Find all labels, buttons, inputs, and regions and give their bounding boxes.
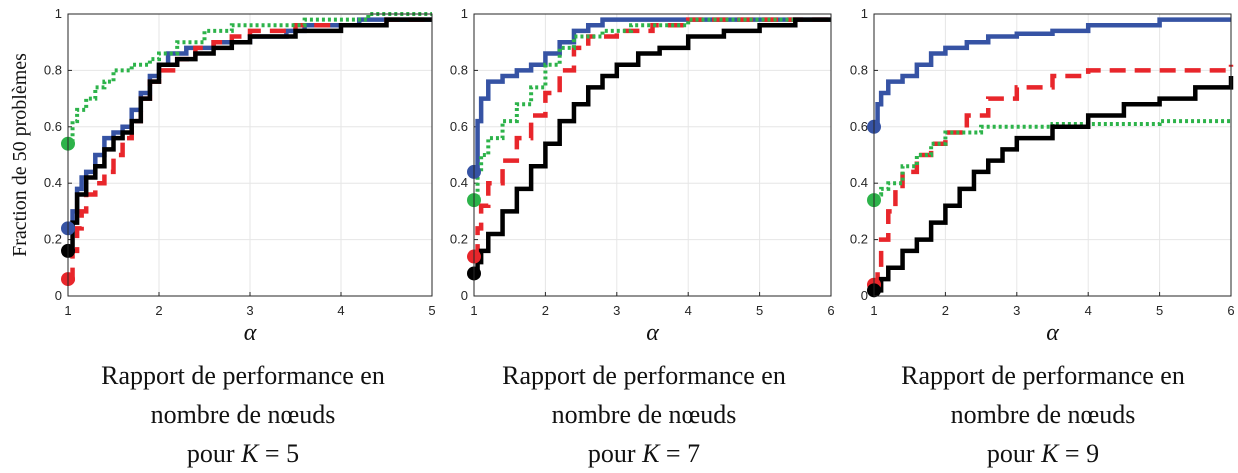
x-axis-label: α xyxy=(244,320,257,346)
y-tick-label: 1 xyxy=(55,6,62,21)
caption-line-1: Rapport de performance en xyxy=(101,361,385,390)
caption-line-3: pour K = 9 xyxy=(853,434,1233,473)
x-tick-label: 5 xyxy=(1156,303,1163,318)
y-tick-label: 0.4 xyxy=(44,175,62,190)
axes-box xyxy=(473,13,832,297)
series-line xyxy=(874,17,1231,130)
series-line xyxy=(874,76,1234,293)
caption-value: = 7 xyxy=(659,439,701,468)
caption-panel-2: Rapport de performance en nombre de nœud… xyxy=(454,356,834,473)
y-tick-label: 0.2 xyxy=(850,232,868,247)
y-tick-label: 0.6 xyxy=(450,119,468,134)
series-line xyxy=(474,17,831,259)
x-tick-label: 2 xyxy=(542,303,549,318)
y-tick-label: 0.8 xyxy=(850,62,868,77)
x-axis-label: α xyxy=(646,320,659,346)
x-tick-label: 6 xyxy=(827,303,834,318)
caption-variable: K xyxy=(1041,439,1059,468)
y-axis-label: Fraction de 50 problèmes xyxy=(9,53,31,257)
axes-box xyxy=(67,13,433,297)
y-tick-label: 0.6 xyxy=(44,119,62,134)
y-tick-label: 1 xyxy=(461,6,468,21)
axes-box xyxy=(873,13,1232,297)
y-tick-label: 1 xyxy=(861,6,868,21)
x-tick-label: 4 xyxy=(337,303,344,318)
caption-word: pour xyxy=(587,439,636,468)
caption-panel-1: Rapport de performance en nombre de nœud… xyxy=(53,356,433,473)
series-line xyxy=(474,17,831,175)
x-tick-label: 1 xyxy=(870,303,877,318)
chart-panel-2: 1 2 3 4 5 6 0 0.2 0.4 0.6 0.8 1 α xyxy=(450,6,835,346)
caption-value: = 9 xyxy=(1058,439,1100,468)
caption-variable: K xyxy=(241,439,259,468)
y-tick-label: 0.2 xyxy=(44,232,62,247)
chart-panel-3: 1 2 3 4 5 6 0 0.2 0.4 0.6 0.8 1 α xyxy=(850,6,1235,346)
series-line xyxy=(68,17,432,254)
series-line xyxy=(68,12,432,146)
x-tick-label: 3 xyxy=(246,303,253,318)
y-tick-label: 0.8 xyxy=(450,62,468,77)
caption-line-1: Rapport de performance en xyxy=(901,361,1185,390)
y-tick-label: 0 xyxy=(461,288,468,303)
series-line xyxy=(474,17,831,276)
x-tick-label: 4 xyxy=(685,303,692,318)
x-tick-label: 5 xyxy=(428,303,435,318)
caption-line-2: nombre de nœuds xyxy=(150,400,336,429)
caption-line-3: pour K = 5 xyxy=(53,434,433,473)
x-tick-label: 5 xyxy=(756,303,763,318)
y-tick-label: 0.4 xyxy=(850,175,868,190)
x-tick-label: 2 xyxy=(155,303,162,318)
y-tick-label: 0.6 xyxy=(850,119,868,134)
caption-line-2: nombre de nœuds xyxy=(950,400,1136,429)
caption-line-3: pour K = 7 xyxy=(454,434,834,473)
plot-area xyxy=(474,14,831,296)
caption-word: pour xyxy=(186,439,235,468)
caption-variable: K xyxy=(642,439,660,468)
caption-line-2: nombre de nœuds xyxy=(551,400,737,429)
caption-line-1: Rapport de performance en xyxy=(502,361,786,390)
chart-panel-1: 1 2 3 4 5 0 0.2 0.4 0.6 0.8 1 α xyxy=(44,6,436,346)
plot-area xyxy=(874,14,1231,296)
y-tick-label: 0.2 xyxy=(450,232,468,247)
x-tick-label: 4 xyxy=(1085,303,1092,318)
series-line xyxy=(874,119,1231,203)
caption-value: = 5 xyxy=(258,439,300,468)
x-tick-label: 1 xyxy=(470,303,477,318)
x-tick-label: 3 xyxy=(1013,303,1020,318)
caption-panel-3: Rapport de performance en nombre de nœud… xyxy=(853,356,1233,473)
caption-word: pour xyxy=(986,439,1035,468)
x-tick-label: 1 xyxy=(64,303,71,318)
y-tick-label: 0.4 xyxy=(450,175,468,190)
x-tick-label: 3 xyxy=(613,303,620,318)
x-tick-label: 6 xyxy=(1227,303,1234,318)
series-line xyxy=(474,17,831,203)
y-tick-label: 0.8 xyxy=(44,62,62,77)
y-tick-label: 0 xyxy=(861,288,868,303)
x-tick-label: 2 xyxy=(942,303,949,318)
x-axis-label: α xyxy=(1046,320,1059,346)
y-tick-label: 0 xyxy=(55,288,62,303)
